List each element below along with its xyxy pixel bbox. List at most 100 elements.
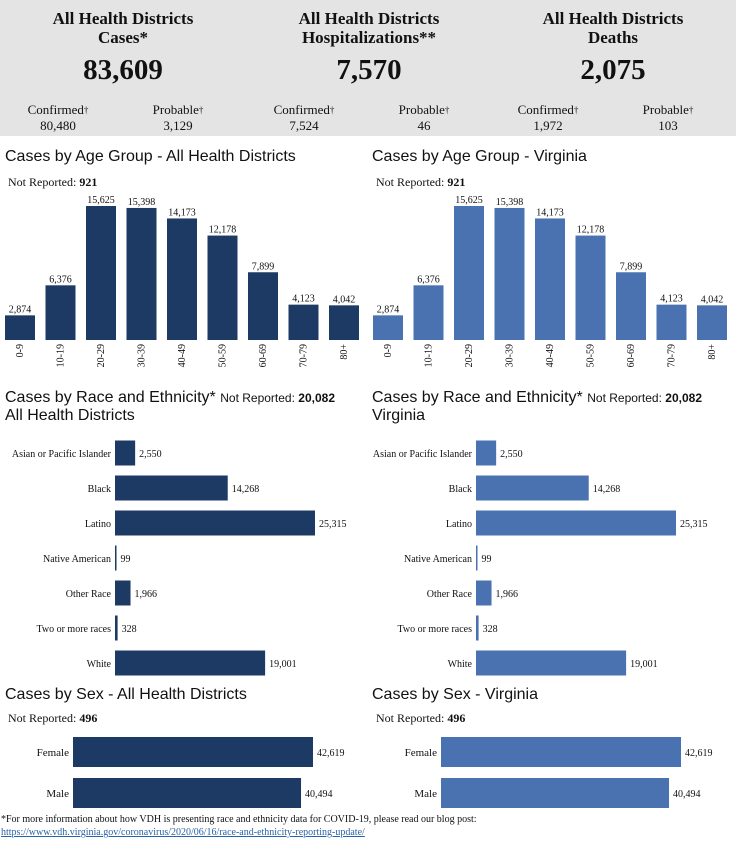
bar-value-label: 1,966: [135, 589, 158, 600]
category-label: Native American: [43, 554, 111, 565]
hospitalizations-probable: Probable† 46: [374, 102, 474, 134]
category-bar: [115, 615, 118, 641]
not-reported-label: Not Reported:: [8, 175, 77, 189]
race-chart-districts: Cases by Race and Ethnicity* Not Reporte…: [0, 383, 364, 680]
bar-value-label: 2,874: [9, 304, 32, 315]
blog-post-link[interactable]: https://www.vdh.virginia.gov/coronavirus…: [1, 827, 365, 838]
bar-value-label: 15,398: [496, 197, 524, 208]
category-label: Male: [414, 788, 437, 800]
stat-total: 7,570: [336, 54, 402, 86]
not-reported: Not Reported: 496: [376, 711, 465, 726]
bar-value-label: 14,268: [232, 484, 260, 495]
not-reported: Not Reported: 496: [8, 711, 97, 726]
category-label: White: [448, 659, 473, 670]
sex-bars-virginia: Female 42,619 Male 40,494: [405, 737, 713, 808]
sex-chart-virginia: Cases by Sex - Virginia Not Reported: 49…: [368, 680, 732, 812]
not-reported-value: 20,082: [298, 391, 335, 405]
bar-value-label: 6,376: [417, 274, 440, 285]
not-reported-value: 20,082: [665, 391, 702, 405]
category-bar: [115, 650, 266, 676]
sub-label: Confirmed: [27, 102, 84, 117]
sub-label: Probable: [152, 102, 199, 117]
age-bar: [126, 207, 157, 340]
category-label: Two or more races: [36, 624, 111, 635]
footnote: *For more information about how VDH is p…: [1, 813, 737, 839]
not-reported-value: 496: [447, 711, 466, 725]
category-label: Other Race: [427, 589, 473, 600]
bar-value-label: 19,001: [269, 659, 297, 670]
bar-value-label: 328: [483, 624, 498, 635]
bar-value-label: 42,619: [317, 748, 345, 759]
bar-value-label: 4,042: [333, 294, 356, 305]
age-bar: [288, 304, 319, 340]
not-reported-value: 921: [79, 175, 98, 189]
age-chart-districts: Cases by Age Group - All Health District…: [0, 140, 364, 380]
sub-value: 1,972: [533, 118, 563, 133]
category-bar: [476, 615, 479, 641]
age-category-label: 50-59: [586, 344, 597, 367]
category-label: Latino: [446, 519, 472, 530]
category-bar: [476, 545, 478, 571]
age-category-label: 20-29: [96, 344, 107, 367]
bar-value-label: 14,173: [536, 207, 564, 218]
dagger-mark: †: [198, 105, 204, 115]
age-bars-virginia: 2,874 0-9 6,376 10-19 15,625 20-29 15,398 30-39…: [373, 195, 727, 367]
bar-value-label: 328: [122, 624, 137, 635]
category-label: Female: [405, 747, 437, 759]
chart-title: Cases by Sex - Virginia: [372, 686, 538, 703]
not-reported-label: Not Reported:: [587, 391, 662, 405]
bar-value-label: 4,123: [660, 294, 683, 305]
sub-label: Probable: [642, 102, 689, 117]
age-bar: [575, 235, 606, 340]
category-bar: [115, 510, 315, 536]
not-reported-label: Not Reported:: [376, 711, 445, 725]
chart-title: Cases by Sex - All Health Districts: [5, 686, 247, 703]
stat-title: All Health Districts Deaths: [542, 9, 684, 47]
category-bar: [115, 440, 136, 466]
stat-total: 2,075: [580, 54, 646, 86]
not-reported: Not Reported: 921: [376, 175, 465, 190]
age-bars-districts: 2,874 0-9 6,376 10-19 15,625 20-29 15,398 30-39…: [5, 195, 359, 367]
not-reported-label: Not Reported:: [376, 175, 445, 189]
sub-value: 80,480: [40, 118, 76, 133]
sub-value: 103: [658, 118, 678, 133]
bar-value-label: 2,550: [139, 449, 162, 460]
bar-value-label: 14,268: [593, 484, 621, 495]
not-reported-value: 496: [79, 711, 98, 725]
dagger-mark: †: [444, 105, 450, 115]
age-bar: [656, 304, 687, 340]
age-category-label: 10-19: [56, 344, 67, 367]
sub-label: Probable: [398, 102, 445, 117]
age-category-label: 50-59: [218, 344, 229, 367]
category-label: Two or more races: [397, 624, 472, 635]
not-reported-label: Not Reported:: [220, 391, 295, 405]
bar-value-label: 15,625: [455, 195, 483, 206]
race-chart-virginia: Cases by Race and Ethnicity* Not Reporte…: [368, 383, 732, 680]
not-reported: Not Reported: 20,082: [220, 391, 335, 405]
category-bar: [476, 510, 676, 536]
bar-value-label: 12,178: [577, 225, 605, 236]
dagger-mark: †: [329, 105, 335, 115]
category-bar: [476, 650, 627, 676]
bar-value-label: 4,123: [292, 294, 315, 305]
age-bar: [535, 218, 565, 340]
category-label: Black: [88, 484, 111, 495]
age-bar: [373, 315, 403, 340]
bar-value-label: 7,899: [252, 261, 275, 272]
not-reported-value: 921: [447, 175, 466, 189]
sex-chart-districts: Cases by Sex - All Health Districts Not …: [0, 680, 364, 812]
category-bar: [441, 778, 670, 808]
bar-value-label: 25,315: [680, 519, 708, 530]
chart-title-text: Cases by Race and Ethnicity*: [5, 389, 216, 406]
age-category-label: 0-9: [15, 344, 26, 357]
summary-header: All Health Districts Cases* 83,609 All H…: [0, 0, 736, 136]
age-bar: [45, 285, 76, 340]
bar-value-label: 42,619: [685, 748, 713, 759]
category-bar: [115, 580, 131, 606]
category-label: Latino: [85, 519, 111, 530]
cases-probable: Probable† 3,129: [128, 102, 228, 134]
age-bar: [248, 272, 278, 340]
category-bar: [476, 440, 497, 466]
age-bar: [329, 305, 359, 340]
bar-value-label: 40,494: [305, 789, 333, 800]
